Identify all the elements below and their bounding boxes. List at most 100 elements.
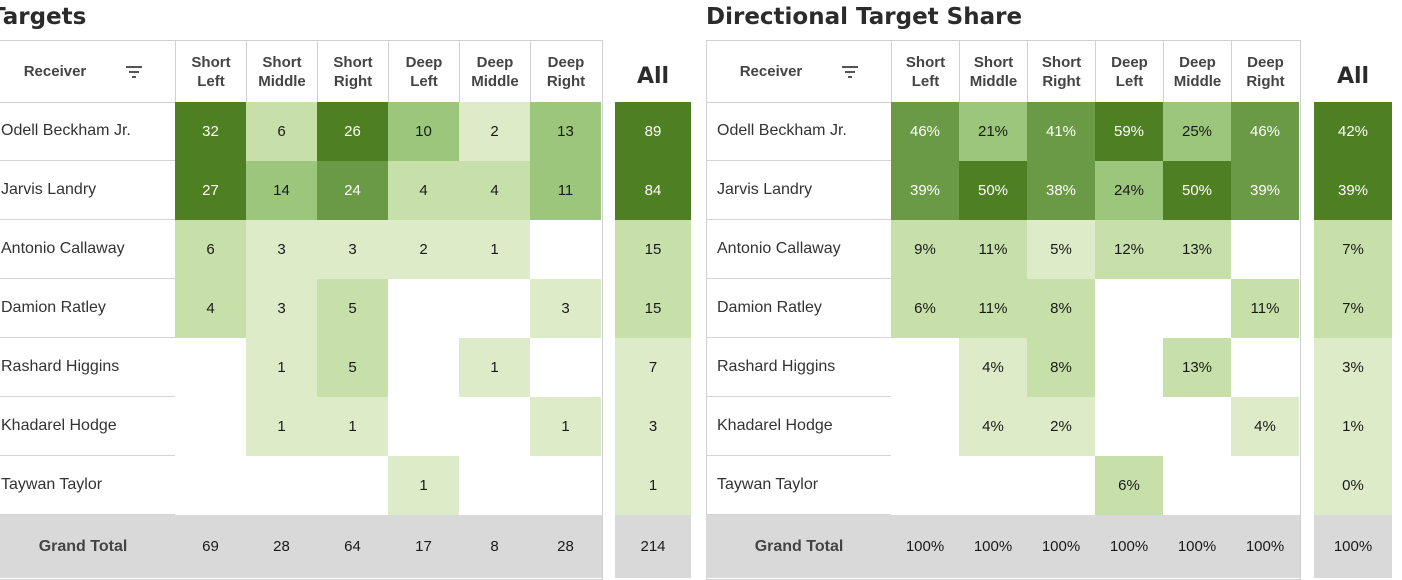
column-header-label: Deep Middle [471,53,519,91]
column-header-line1: Deep [547,53,585,71]
data-cell [891,456,959,515]
sort-icon[interactable] [126,65,143,78]
data-cell: 10 [388,102,459,161]
data-cell: 13% [1163,338,1231,397]
receiver-name: Taywan Taylor [0,456,175,515]
data-cell: 8% [1027,338,1095,397]
receiver-header-label: Receiver [23,63,87,80]
column-header[interactable]: Deep Middle [1163,41,1231,102]
share-title: Directional Target Share [706,4,1023,30]
data-cell [1095,279,1163,338]
data-cell: 6% [891,279,959,338]
column-header-label: Short Left [906,53,945,91]
column-header[interactable]: Deep Left [1095,41,1163,102]
column-header[interactable]: Deep Middle [459,41,530,102]
data-cell: 1 [459,338,530,397]
all-cell: 0% [1314,456,1392,515]
column-header-line1: Short [191,53,231,71]
data-cell: 24% [1095,161,1163,220]
column-header-line2: Middle [258,72,306,90]
column-header-line1: Short [973,53,1014,71]
data-cell: 13% [1163,220,1231,279]
column-header[interactable]: Deep Right [530,41,601,102]
column-header[interactable]: Short Left [175,41,246,102]
column-header[interactable]: Short Left [891,41,959,102]
data-cell: 6% [1095,456,1163,515]
data-cell [388,279,459,338]
column-header-line2: Right [1246,72,1285,90]
column-header[interactable]: Short Middle [959,41,1027,102]
all-cell: 3% [1314,338,1392,397]
data-cell: 11% [959,279,1027,338]
column-header-line2: Right [546,72,586,90]
data-cell [959,456,1027,515]
all-cell: 1 [615,456,691,515]
grand-total-cell: 17 [415,538,432,555]
column-header-line1: Deep [405,53,443,71]
receiver-name: Rashard Higgins [707,338,891,397]
data-cell: 4 [175,279,246,338]
all-cell: 3 [615,397,691,456]
data-cell [891,397,959,456]
grand-total-cell: 28 [557,538,574,555]
column-header[interactable]: Deep Right [1231,41,1299,102]
grand-total-cell: 69 [202,538,219,555]
data-cell [1095,397,1163,456]
data-cell: 4% [959,397,1027,456]
all-cell: 1% [1314,397,1392,456]
grand-total-row [0,515,602,578]
data-cell: 13 [530,102,601,161]
data-cell: 46% [891,102,959,161]
all-grand-total-cell: 214 [640,538,666,555]
data-cell: 11% [1231,279,1299,338]
column-header-line1: Short [905,53,946,71]
data-cell: 5 [317,279,388,338]
column-header-line1: Short [333,53,373,71]
column-header-line1: Short [262,53,302,71]
column-header-label: Short Right [1042,53,1081,91]
receiver-name: Odell Beckham Jr. [0,102,175,161]
grand-total-cell: 100% [973,538,1013,555]
data-cell: 50% [1163,161,1231,220]
column-header-label: Short Middle [970,53,1018,91]
data-cell: 6 [246,102,317,161]
data-cell: 12% [1095,220,1163,279]
data-cell [1231,338,1299,397]
column-header-label: Deep Middle [1174,53,1222,91]
grand-total-label: Grand Total [38,537,128,555]
column-header-line2: Right [333,72,373,90]
grand-total-cell: 100% [1041,538,1081,555]
data-cell [1027,456,1095,515]
grand-total-row [706,515,1300,578]
data-cell: 41% [1027,102,1095,161]
all-cell: 7 [615,338,691,397]
targets-title: Targets [0,4,87,30]
column-header[interactable]: Deep Left [388,41,459,102]
column-header-line1: Short [1041,53,1082,71]
data-cell: 2 [388,220,459,279]
all-grand-total-band [1314,515,1392,578]
receiver-name: Odell Beckham Jr. [707,102,891,161]
receiver-header[interactable]: Receiver [0,41,175,102]
column-header[interactable]: Short Right [317,41,388,102]
data-cell: 3 [246,279,317,338]
data-cell: 1 [246,338,317,397]
data-cell [530,456,601,515]
receiver-name: Antonio Callaway [0,220,175,279]
column-header-line2: Middle [471,72,519,90]
data-cell [1095,338,1163,397]
column-header-label: Deep Right [547,53,585,91]
receiver-name: Jarvis Landry [707,161,891,220]
column-header-label: Deep Right [1246,53,1284,91]
data-cell: 5 [317,338,388,397]
column-header[interactable]: Short Right [1027,41,1095,102]
data-cell: 46% [1231,102,1299,161]
sort-icon[interactable] [842,65,859,78]
data-cell: 9% [891,220,959,279]
data-cell [891,338,959,397]
column-header[interactable]: Short Middle [246,41,317,102]
receiver-header[interactable]: Receiver [707,41,891,102]
receiver-header-label: Receiver [739,63,803,80]
data-cell: 11 [530,161,601,220]
data-cell: 6 [175,220,246,279]
